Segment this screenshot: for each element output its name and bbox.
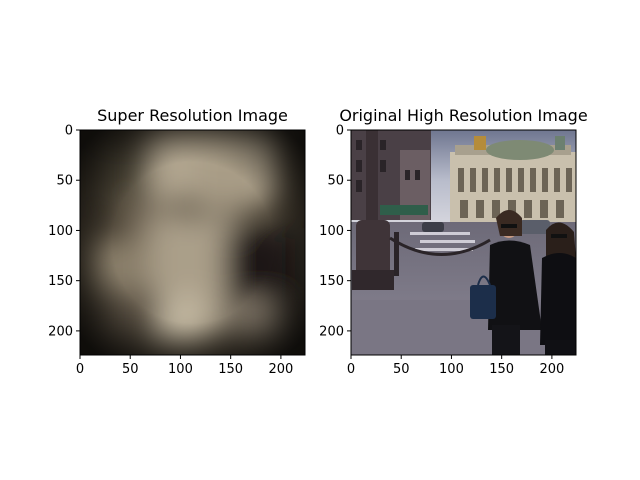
original-y-tick-label: 200 xyxy=(319,324,344,339)
original-frame xyxy=(350,129,577,356)
super-resolution-frame xyxy=(79,129,306,356)
original-y-tick-label: 100 xyxy=(319,224,344,239)
original-y-tick-label: 50 xyxy=(327,174,344,189)
super-resolution-y-tick-label: 150 xyxy=(48,274,73,289)
super-resolution-y-tick-label: 100 xyxy=(48,224,73,239)
super-resolution-x-tick-label: 150 xyxy=(218,362,243,377)
super-resolution-x-tick-label: 200 xyxy=(268,362,293,377)
original-y-tick-label: 150 xyxy=(319,274,344,289)
super-resolution-y-tick-label: 0 xyxy=(65,124,73,139)
super-resolution-y-tick-label: 50 xyxy=(56,174,73,189)
original-x-tick-label: 0 xyxy=(347,362,355,377)
super-resolution-y-tick-label: 200 xyxy=(48,324,73,339)
super-resolution-x-tick-label: 100 xyxy=(168,362,193,377)
original-panel: Original High Resolution Image xyxy=(319,106,588,377)
super-resolution-axes: 0 50 100 150 200 0 50 100 150 200 xyxy=(48,124,293,378)
original-title: Original High Resolution Image xyxy=(339,106,587,125)
original-image xyxy=(351,130,576,355)
original-y-tick-label: 0 xyxy=(336,124,344,139)
original-x-tick-label: 200 xyxy=(539,362,564,377)
original-x-tick-label: 150 xyxy=(489,362,514,377)
original-x-tick-label: 50 xyxy=(393,362,410,377)
original-axes: 0 50 100 150 200 0 50 100 150 200 xyxy=(319,124,564,378)
original-x-tick-label: 100 xyxy=(439,362,464,377)
super-resolution-panel: Super Resolution Image 0 50 100 150 200 0 50 10… xyxy=(48,106,306,378)
super-resolution-title: Super Resolution Image xyxy=(97,106,288,125)
super-resolution-x-tick-label: 50 xyxy=(122,362,139,377)
super-resolution-image xyxy=(80,130,305,355)
super-resolution-x-tick-label: 0 xyxy=(76,362,84,377)
